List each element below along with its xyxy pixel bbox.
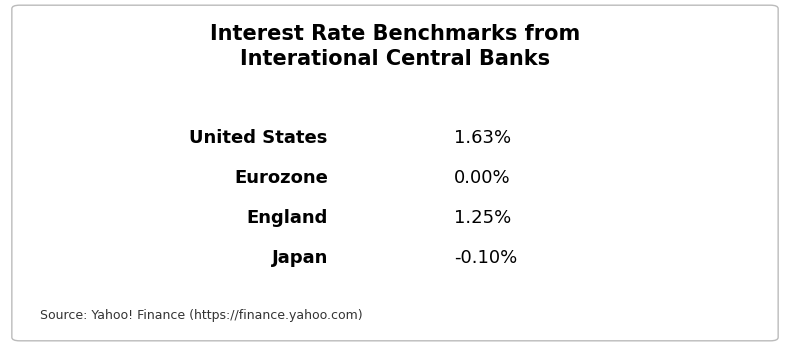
Text: 0.00%: 0.00%: [454, 169, 511, 187]
Text: Source: Yahoo! Finance (https://finance.yahoo.com): Source: Yahoo! Finance (https://finance.…: [40, 309, 362, 322]
Text: Interest Rate Benchmarks from
Interational Central Banks: Interest Rate Benchmarks from Interation…: [210, 24, 580, 69]
Text: 1.25%: 1.25%: [454, 209, 511, 227]
Text: Japan: Japan: [272, 249, 328, 267]
Text: United States: United States: [190, 129, 328, 147]
Text: 1.63%: 1.63%: [454, 129, 511, 147]
Text: England: England: [246, 209, 328, 227]
Text: -0.10%: -0.10%: [454, 249, 517, 267]
Text: Eurozone: Eurozone: [234, 169, 328, 187]
